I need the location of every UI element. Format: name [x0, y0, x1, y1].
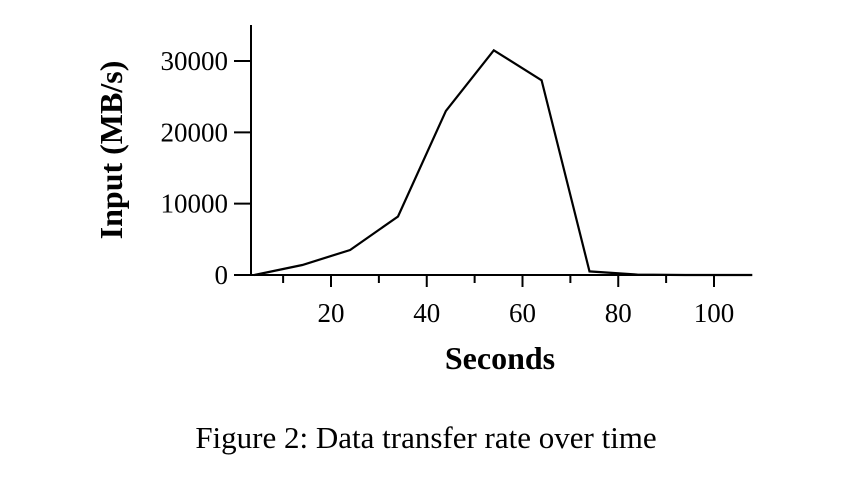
y-tick-label: 10000 — [161, 189, 229, 219]
x-tick-label: 20 — [318, 298, 345, 328]
x-tick-label: 100 — [694, 298, 735, 328]
y-tick-label: 0 — [215, 260, 229, 290]
x-axis-title: Seconds — [445, 340, 555, 376]
chart-axes — [234, 25, 752, 276]
figure-caption: Figure 2: Data transfer rate over time — [195, 420, 656, 455]
chart-ticks — [234, 60, 715, 287]
chart-tick-labels: 0 10000 20000 30000 20 40 60 80 100 — [161, 46, 735, 328]
x-tick-label: 60 — [509, 298, 536, 328]
y-tick-label: 20000 — [161, 117, 229, 147]
x-tick-label: 40 — [413, 298, 440, 328]
chart-series — [254, 48, 753, 277]
y-axis-title: Input (MB/s) — [93, 61, 129, 240]
y-tick-label: 30000 — [161, 46, 229, 76]
series-line — [254, 48, 753, 277]
x-tick-label: 80 — [605, 298, 632, 328]
